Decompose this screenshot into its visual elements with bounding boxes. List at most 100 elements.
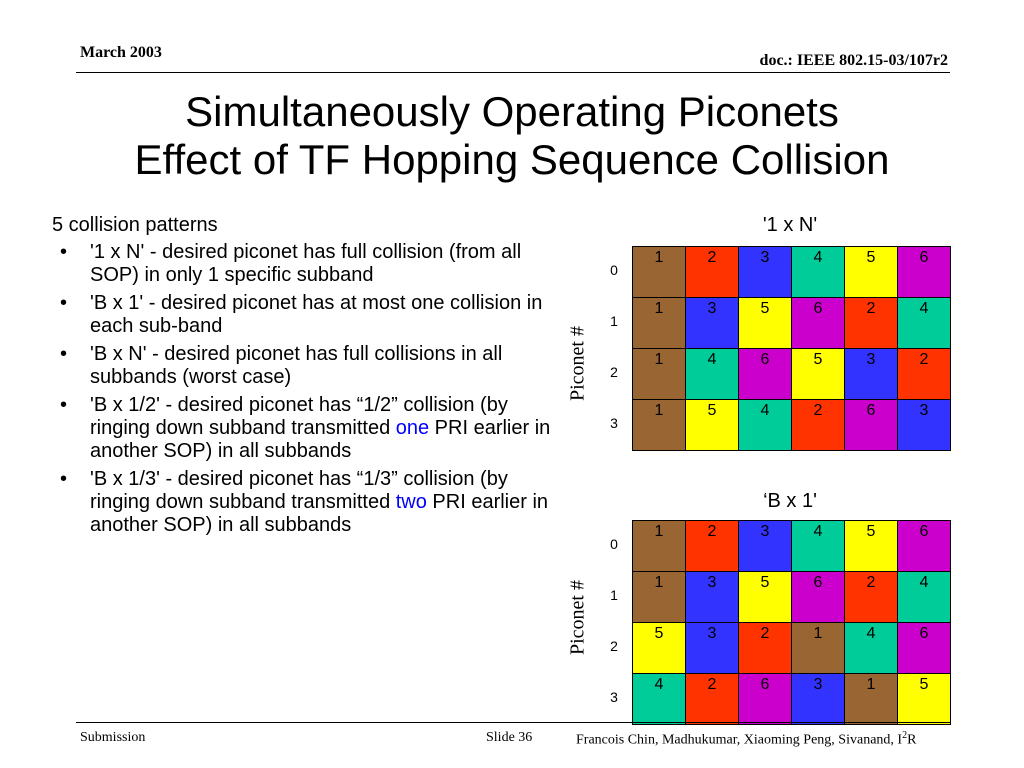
table-cell: 2 [844,571,898,623]
footer-rule [76,722,950,723]
table-cell: 3 [897,399,951,451]
table-cell: 6 [791,297,845,349]
header-date: March 2003 [80,44,162,61]
table-cell: 4 [738,399,792,451]
slide-title: Simultaneously Operating Piconets Effect… [0,88,1024,184]
bullet-item: • 'B x N' - desired piconet has full coll… [52,343,552,389]
table-cell: 6 [897,246,951,298]
table-cell: 4 [897,571,951,623]
bullet-marker: • [60,241,68,263]
authors-text: Francois Chin, Madhukumar, Xiaoming Peng… [576,732,903,748]
table-cell: 2 [897,348,951,400]
table-2-title: ‘B x 1' [763,490,817,512]
table-cell: 3 [685,571,739,623]
bullet-marker: • [60,292,68,314]
header-rule [76,72,950,73]
table-cell: 1 [632,520,686,572]
table-cell: 5 [632,622,686,674]
bullet-marker: • [60,394,68,416]
slide-body: 5 collision patterns • '1 x N' - desired … [52,214,552,542]
row-label: 1 [610,313,618,329]
table-cell: 3 [685,297,739,349]
table-cell: 2 [844,297,898,349]
table-cell: 1 [632,297,686,349]
table-cell: 2 [791,399,845,451]
bullet-marker: • [60,343,68,365]
bullet-item: • '1 x N' - desired piconet has full coll… [52,241,552,287]
table-cell: 6 [791,571,845,623]
table-cell: 2 [685,673,739,725]
intro-text: 5 collision patterns [52,214,218,236]
bullet-text: 'B x 1' - desired piconet has at most on… [90,292,543,337]
table-cell: 3 [738,246,792,298]
table-cell: 1 [844,673,898,725]
bullet-item: • 'B x 1/2' - desired piconet has “1/2” c… [52,394,552,463]
row-label: 2 [610,364,618,380]
bullet-marker: • [60,468,68,490]
table-cell: 6 [897,622,951,674]
table-cell: 5 [685,399,739,451]
bullet-text-end: PRI earlier in another SOP) in all subba… [90,417,551,462]
bullet-text: 'B x 1/3' - desired piconet has “1/3” co… [90,468,508,513]
table-cell: 5 [844,520,898,572]
table-cell: 4 [685,348,739,400]
table-cell: 4 [897,297,951,349]
table-cell: 5 [844,246,898,298]
table-cell: 3 [738,520,792,572]
bullet-text-end: PRI earlier in another SOP) in all subba… [90,491,549,536]
bullet-highlight: one [395,417,430,439]
bullet-text: 'B x 1/2' - desired piconet has “1/2” co… [90,394,508,439]
table-cell: 5 [738,571,792,623]
bullet-highlight: two [395,491,427,513]
table-cell: 3 [791,673,845,725]
bullet-item: • 'B x 1/3' - desired piconet has “1/3” c… [52,468,552,537]
authors-superscript: 2 [902,730,908,741]
table-cell: 1 [632,571,686,623]
table-2-ylabel: Piconet # [566,580,589,655]
row-label: 3 [610,415,618,431]
table-cell: 6 [844,399,898,451]
row-label: 2 [610,638,618,654]
header-doc-id: doc.: IEEE 802.15-03/107r2 [759,52,948,69]
table-cell: 1 [632,246,686,298]
table-cell: 1 [632,348,686,400]
table-cell: 2 [738,622,792,674]
row-label: 1 [610,587,618,603]
table-cell: 4 [791,246,845,298]
table-cell: 2 [685,520,739,572]
table-cell: 4 [791,520,845,572]
table-cell: 3 [685,622,739,674]
table-cell: 1 [632,399,686,451]
table-cell: 4 [632,673,686,725]
table-cell: 5 [791,348,845,400]
table-1-ylabel: Piconet # [566,326,589,401]
table-cell: 3 [844,348,898,400]
bullet-list: • '1 x N' - desired piconet has full coll… [52,241,552,537]
row-label: 3 [610,689,618,705]
bullet-text: 'B x N' - desired piconet has full colli… [90,343,503,388]
table-cell: 5 [897,673,951,725]
row-label: 0 [610,536,618,552]
bullet-item: • 'B x 1' - desired piconet has at most o… [52,292,552,338]
table-cell: 6 [897,520,951,572]
table-cell: 4 [844,622,898,674]
bullet-text: '1 x N' - desired piconet has full colli… [90,241,522,286]
footer-authors: Francois Chin, Madhukumar, Xiaoming Peng… [576,730,916,749]
footer-slide-number: Slide 36 [486,730,533,745]
footer-submission: Submission [80,730,146,745]
table-cell: 2 [685,246,739,298]
authors-suffix: R [907,732,917,748]
table-cell: 5 [738,297,792,349]
table-1-title: '1 x N' [762,214,818,236]
table-cell: 6 [738,673,792,725]
